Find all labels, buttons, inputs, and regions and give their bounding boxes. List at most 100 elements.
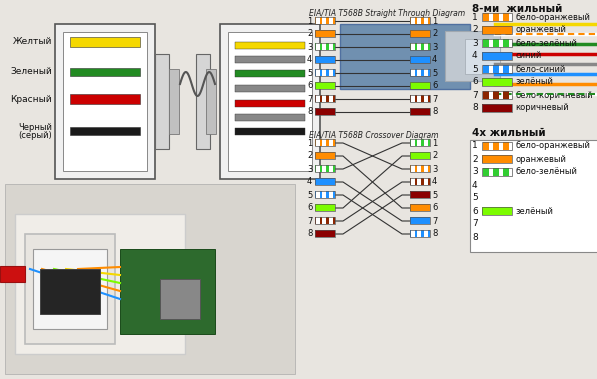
Text: 1: 1 [472, 141, 478, 150]
Bar [70, 94, 140, 104]
Text: коричневый: коричневый [515, 103, 568, 113]
Text: 8-ми  жильный: 8-ми жильный [472, 4, 562, 14]
Text: 7: 7 [432, 216, 438, 226]
Bar [410, 43, 430, 50]
Text: бело-коричневый: бело-коричневый [515, 91, 593, 100]
Bar [503, 65, 509, 73]
Bar [315, 165, 335, 172]
Bar [315, 69, 335, 76]
Bar [410, 82, 430, 89]
Bar [482, 13, 512, 21]
Bar [410, 30, 430, 37]
Bar [169, 69, 179, 134]
Bar [329, 217, 333, 224]
Bar [445, 31, 500, 81]
Text: 6: 6 [472, 77, 478, 86]
Bar [482, 207, 512, 215]
Bar [316, 95, 319, 102]
Bar [316, 69, 319, 76]
Bar [315, 178, 335, 185]
Bar [411, 95, 415, 102]
Bar [411, 178, 415, 185]
Bar [482, 91, 512, 99]
Bar [482, 155, 512, 163]
Bar [315, 178, 335, 185]
Bar [120, 249, 215, 334]
Text: Черный: Черный [18, 122, 52, 132]
Bar [315, 82, 335, 89]
Bar [0, 266, 25, 282]
Bar [410, 108, 430, 115]
Bar [417, 178, 421, 185]
Text: 6: 6 [432, 81, 438, 91]
Bar [482, 52, 512, 60]
Bar [329, 139, 333, 146]
Text: (серый): (серый) [19, 132, 52, 141]
Bar [329, 191, 333, 198]
Text: 5: 5 [432, 191, 437, 199]
Text: 4х жильный: 4х жильный [472, 128, 546, 138]
Bar [410, 139, 430, 146]
Text: 2: 2 [307, 30, 312, 39]
Text: 6: 6 [472, 207, 478, 216]
Text: 6: 6 [432, 204, 438, 213]
Bar [417, 139, 421, 146]
Text: 1: 1 [307, 138, 312, 147]
Bar [315, 191, 335, 198]
Bar [417, 43, 421, 50]
Text: 8: 8 [472, 103, 478, 113]
Bar [235, 100, 305, 107]
Bar [315, 95, 335, 102]
Bar [40, 269, 100, 314]
Bar [315, 191, 335, 198]
Bar [410, 152, 430, 159]
Bar [483, 91, 489, 99]
Bar [70, 68, 140, 76]
Bar [315, 95, 335, 102]
Bar [424, 230, 428, 237]
Bar [410, 17, 430, 24]
Bar [315, 230, 335, 237]
Bar [493, 65, 499, 73]
Bar [316, 191, 319, 198]
Text: 2: 2 [472, 25, 478, 34]
Bar [155, 54, 169, 149]
Text: оранжевый: оранжевый [515, 25, 566, 34]
Bar [315, 82, 335, 89]
Bar [424, 69, 428, 76]
Text: Желтый: Желтый [13, 38, 52, 47]
Bar [482, 207, 512, 215]
Bar [483, 65, 489, 73]
Bar [417, 17, 421, 24]
Text: 6: 6 [307, 204, 312, 213]
Text: 4: 4 [432, 177, 437, 186]
Bar [503, 142, 509, 150]
Bar [322, 139, 327, 146]
Bar [493, 39, 499, 47]
Bar [5, 184, 295, 374]
Bar [160, 279, 200, 319]
Bar [329, 69, 333, 76]
Text: 3: 3 [307, 164, 312, 174]
Bar [411, 69, 415, 76]
Bar [316, 17, 319, 24]
Bar [315, 139, 335, 146]
Bar [503, 13, 509, 21]
Bar [315, 43, 335, 50]
Bar [411, 139, 415, 146]
Bar [410, 178, 430, 185]
Bar [411, 43, 415, 50]
Bar [424, 17, 428, 24]
Bar [315, 152, 335, 159]
Bar [424, 178, 428, 185]
Bar [322, 191, 327, 198]
Bar [322, 217, 327, 224]
Bar [410, 82, 430, 89]
Text: 7: 7 [432, 94, 438, 103]
Bar [410, 69, 430, 76]
Bar [482, 142, 512, 150]
Bar [503, 39, 509, 47]
Bar [410, 217, 430, 224]
Text: 8: 8 [432, 108, 438, 116]
Bar [411, 230, 415, 237]
